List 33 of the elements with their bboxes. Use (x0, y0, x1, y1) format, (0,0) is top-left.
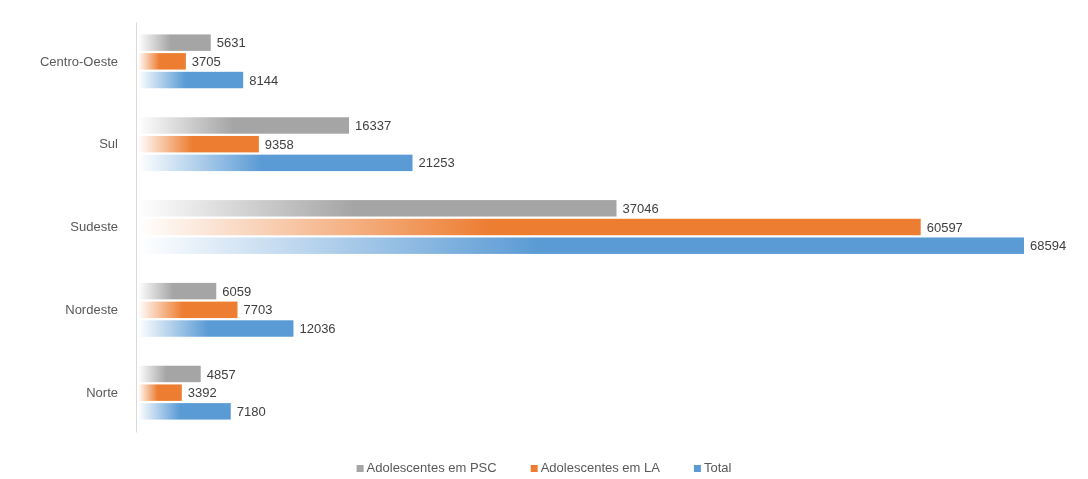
data-label: 5631 (216, 35, 246, 51)
y-tick-label: Sul (99, 136, 119, 152)
data-label: 7703 (243, 302, 273, 318)
data-label: 16337 (355, 118, 392, 134)
bar (138, 34, 211, 51)
bar (138, 365, 201, 383)
y-tick-label: Sudeste (70, 219, 118, 235)
data-label: 7180 (236, 403, 266, 419)
legend-label: Adolescentes em LA (540, 460, 661, 475)
data-label: 9358 (264, 136, 294, 152)
y-tick-label: Norte (86, 384, 118, 400)
bar (138, 320, 294, 337)
data-label: 68594 (1030, 238, 1067, 254)
bar (138, 53, 186, 70)
data-label: 3705 (191, 53, 221, 69)
bar (138, 301, 238, 319)
y-tick-label: Nordeste (65, 301, 118, 317)
data-label: 4857 (206, 366, 236, 382)
legend-label: Total (703, 460, 732, 475)
data-label: 3392 (187, 385, 217, 401)
y-tick-label: Centro-Oeste (39, 53, 118, 69)
data-label: 60597 (926, 219, 963, 235)
bar (138, 403, 231, 420)
bar (138, 384, 182, 401)
data-label: 6059 (222, 283, 252, 299)
data-label: 37046 (622, 200, 659, 216)
data-label: 8144 (249, 72, 279, 88)
legend-label: Adolescentes em PSC (366, 460, 497, 475)
bar (138, 282, 217, 300)
bar (138, 71, 244, 89)
bar (138, 135, 259, 153)
data-label: 12036 (299, 321, 336, 337)
data-label: 21253 (418, 155, 455, 171)
